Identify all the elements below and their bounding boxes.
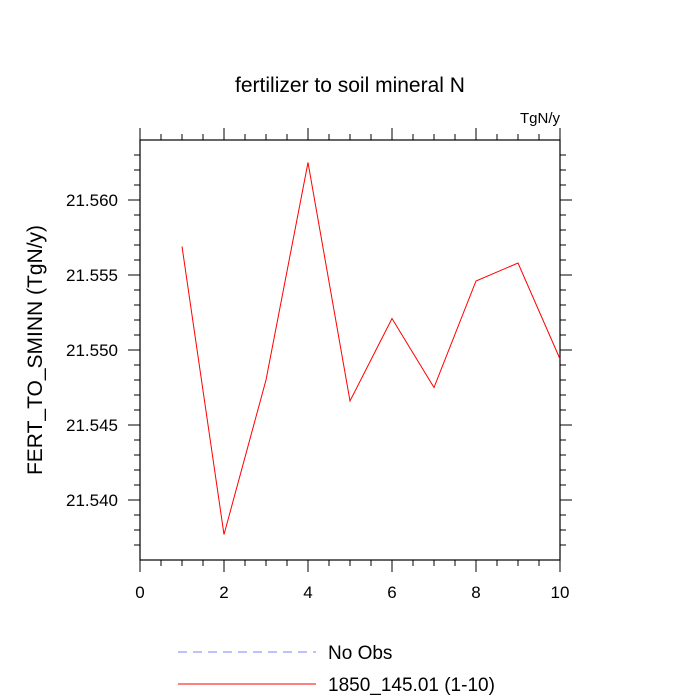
- y-axis-label: FERT_TO_SMINN (TgN/y): [24, 225, 47, 475]
- series-layer: [181, 162, 561, 535]
- legend: No Obs 1850_145.01 (1-10): [178, 643, 495, 696]
- x-tick-label: 10: [551, 583, 570, 602]
- y-tick-label: 21.550: [66, 341, 118, 360]
- units-label: TgN/y: [520, 110, 561, 127]
- x-tick-label: 2: [219, 583, 228, 602]
- x-tick-label: 8: [471, 583, 480, 602]
- axis-ticks: 0 2 4 6 8 10 21.540 21.545 21.550 21.555 21.560: [66, 128, 572, 602]
- chart-title: fertilizer to soil mineral N: [235, 74, 465, 97]
- x-tick-label: 0: [135, 583, 144, 602]
- legend-label-no-obs: No Obs: [328, 643, 392, 664]
- y-tick-label: 21.545: [66, 416, 118, 435]
- series-line-1: [181, 162, 561, 535]
- x-tick-label: 6: [387, 583, 396, 602]
- y-tick-label: 21.555: [66, 266, 118, 285]
- legend-label-model: 1850_145.01 (1-10): [328, 675, 495, 696]
- y-tick-label: 21.560: [66, 191, 118, 210]
- plot-frame: [139, 139, 561, 561]
- x-tick-label: 4: [303, 583, 312, 602]
- y-tick-label: 21.540: [66, 491, 118, 510]
